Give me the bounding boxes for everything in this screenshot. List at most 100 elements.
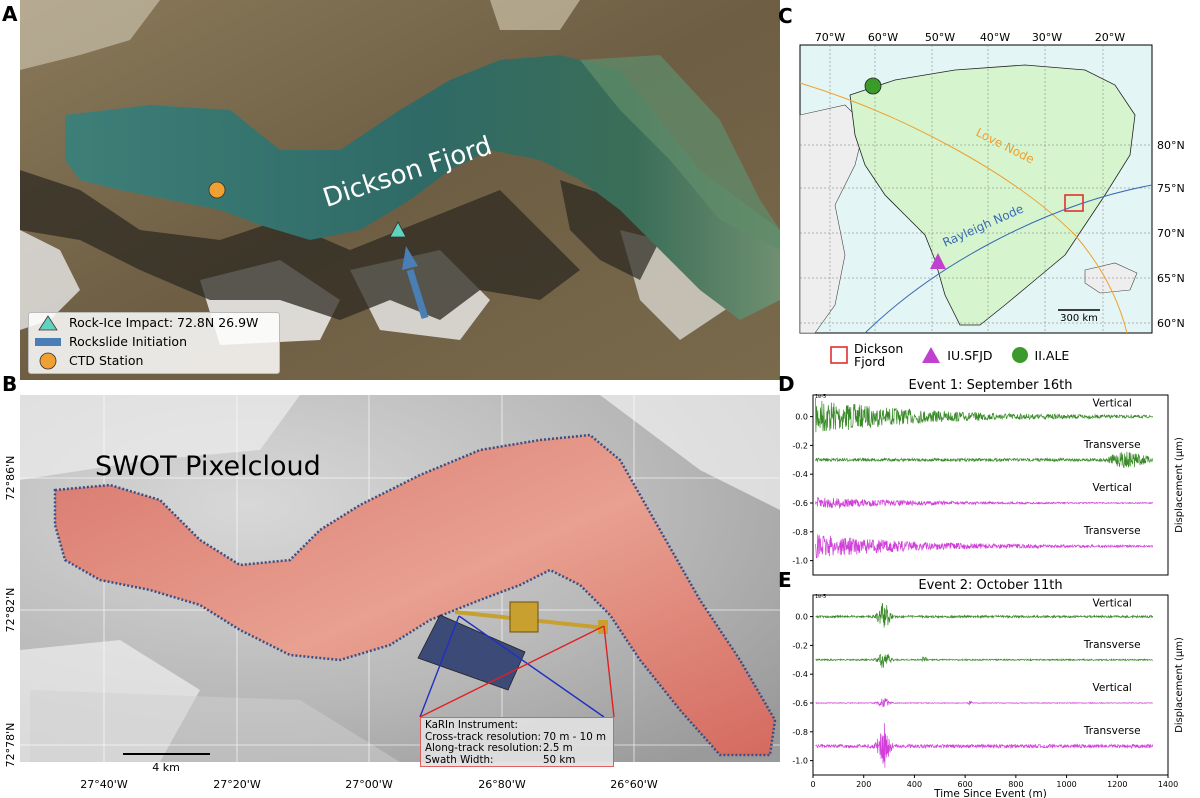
scalebar-b-label: 4 km: [152, 761, 180, 774]
c-x-tick: 40°W: [980, 31, 1010, 44]
dickson-fjord-marker: [1064, 194, 1084, 212]
b-y-tick: 72°82'N: [4, 588, 17, 633]
legend-label: Fjord: [854, 354, 886, 369]
series-label: Vertical: [1093, 682, 1132, 694]
bar-icon: [35, 337, 61, 347]
panel-b-swot-map: SWOT Pixelcloud 4 km 27°40'W 27°20'W 27°…: [4, 395, 780, 791]
circle-icon: [35, 352, 61, 370]
c-y-tick: 75°N: [1157, 182, 1185, 195]
chart-title: Event 1: September 16th: [908, 378, 1072, 393]
y-tick-label: -0.2: [792, 641, 808, 650]
x-tick-label: 0: [810, 780, 815, 789]
karin-value: 2.5 m: [543, 742, 573, 755]
c-x-tick: 30°W: [1032, 31, 1062, 44]
satellite-illustration: [417, 601, 615, 718]
seismogram-charts: Event 1: September 16th 1e-5 0.0 -0.2 -0.4 -0…: [792, 378, 1185, 798]
legend-label: Rock-Ice Impact: 72.8N 26.9W: [69, 315, 259, 330]
c-y-tick: 80°N: [1157, 139, 1185, 152]
rockslide-arrow-head: [402, 246, 418, 270]
legend-label: Rockslide Initiation: [69, 334, 187, 349]
square-icon: [830, 346, 848, 364]
seismogram-trace: [815, 397, 1154, 433]
panel-e-letter: E: [778, 568, 792, 592]
b-x-tick: 27°00'W: [345, 778, 393, 791]
panel-c-legend: Dickson Fjord IU.SFJD II.ALE: [830, 342, 1087, 368]
karin-value: 70 m - 10 m: [543, 730, 607, 743]
panel-b-letter: B: [2, 372, 18, 396]
series-label: Vertical: [1093, 598, 1132, 610]
legend-item-ctd: CTD Station: [29, 351, 279, 370]
legend-label: Dickson: [854, 341, 904, 356]
chart-frame: [812, 594, 1169, 776]
karin-row: Cross-track resolution: 70 m - 10 m: [425, 730, 609, 744]
karin-value: 50 km: [543, 753, 576, 766]
c-y-tick: 60°N: [1157, 317, 1185, 330]
seismogram-trace: [815, 496, 1154, 510]
seismogram-trace: [815, 451, 1154, 469]
legend-item-iu-sfjd: IU.SFJD: [921, 346, 993, 364]
x-tick-label: 600: [958, 780, 973, 789]
panel-c-greenland-map: Love Node Rayleigh Node 300 km 70°W 60°W…: [799, 31, 1185, 334]
y-tick-label: -0.2: [792, 441, 808, 450]
ctd-station-marker: [208, 181, 226, 199]
c-x-tick: 20°W: [1095, 31, 1125, 44]
legend-label: CTD Station: [69, 353, 144, 368]
x-tick-label: 400: [907, 780, 922, 789]
seismogram-trace: [815, 602, 1154, 628]
triangle-icon: [921, 346, 941, 364]
y-axis-label: Displacement (μm): [1174, 437, 1185, 533]
chart-frame: [812, 394, 1169, 576]
y-tick-label: -1.0: [792, 757, 808, 766]
karin-title: KaRIn Instrument:: [425, 719, 518, 731]
karin-key: Swath Width:: [425, 753, 494, 766]
series-label: Vertical: [1093, 398, 1132, 410]
y-tick-label: -0.6: [792, 499, 808, 508]
legend-item-dickson: Dickson Fjord: [830, 342, 903, 368]
series-label: Transverse: [1083, 725, 1141, 737]
circle-icon: [1011, 346, 1029, 364]
karin-row: Swath Width: 50 km: [425, 753, 609, 767]
b-x-tick: 26°80'W: [478, 778, 526, 791]
x-tick-label: 200: [856, 780, 871, 789]
b-x-tick: 27°20'W: [213, 778, 261, 791]
c-x-tick: 70°W: [815, 31, 845, 44]
karin-key: Along-track resolution:: [425, 742, 543, 755]
y-tick-label: -0.6: [792, 699, 808, 708]
y-scale-note: 1e-5: [815, 394, 826, 400]
panel-c-letter: C: [778, 4, 793, 28]
x-tick-label: 1000: [1056, 780, 1076, 789]
y-tick-label: -0.8: [792, 528, 808, 537]
series-label: Transverse: [1083, 639, 1141, 651]
ii-ale-marker: [864, 77, 882, 95]
y-axis-label: Displacement (μm): [1174, 637, 1185, 733]
swot-title: SWOT Pixelcloud: [95, 451, 321, 482]
y-tick-label: -0.8: [792, 728, 808, 737]
rockslide-initiation-arrow: [406, 268, 429, 320]
legend-item-ii-ale: II.ALE: [1011, 346, 1070, 364]
seismogram-trace: [815, 698, 1153, 708]
karin-row: Along-track resolution: 2.5 m: [425, 743, 609, 755]
legend-label: IU.SFJD: [947, 347, 993, 363]
y-tick-label: 0.0: [795, 413, 808, 422]
seismogram-trace: [815, 653, 1154, 668]
x-axis-label: Time Since Event (m): [933, 788, 1047, 798]
legend-label: II.ALE: [1034, 347, 1070, 363]
y-scale-note: 1e-5: [815, 594, 826, 600]
karin-key: Cross-track resolution:: [425, 730, 542, 743]
karin-info-box: KaRIn Instrument: Cross-track resolution…: [420, 717, 614, 767]
panel-a-letter: A: [2, 2, 18, 26]
x-tick-label: 800: [1008, 780, 1023, 789]
y-tick-label: 0.0: [795, 613, 808, 622]
b-x-tick: 27°40'W: [80, 778, 128, 791]
b-x-tick: 26°60'W: [610, 778, 658, 791]
iu-sfjd-marker: [930, 253, 946, 269]
panel-d-letter: D: [778, 372, 795, 396]
chart-title: Event 2: October 11th: [918, 578, 1062, 593]
x-tick-label: 1400: [1158, 780, 1178, 789]
c-x-tick: 60°W: [868, 31, 898, 44]
panel-a-legend: Rock-Ice Impact: 72.8N 26.9W Rockslide I…: [28, 312, 280, 374]
c-x-tick: 50°W: [925, 31, 955, 44]
y-tick-label: -0.4: [792, 670, 808, 679]
rock-ice-impact-marker: [389, 221, 407, 238]
series-label: Vertical: [1093, 482, 1132, 494]
